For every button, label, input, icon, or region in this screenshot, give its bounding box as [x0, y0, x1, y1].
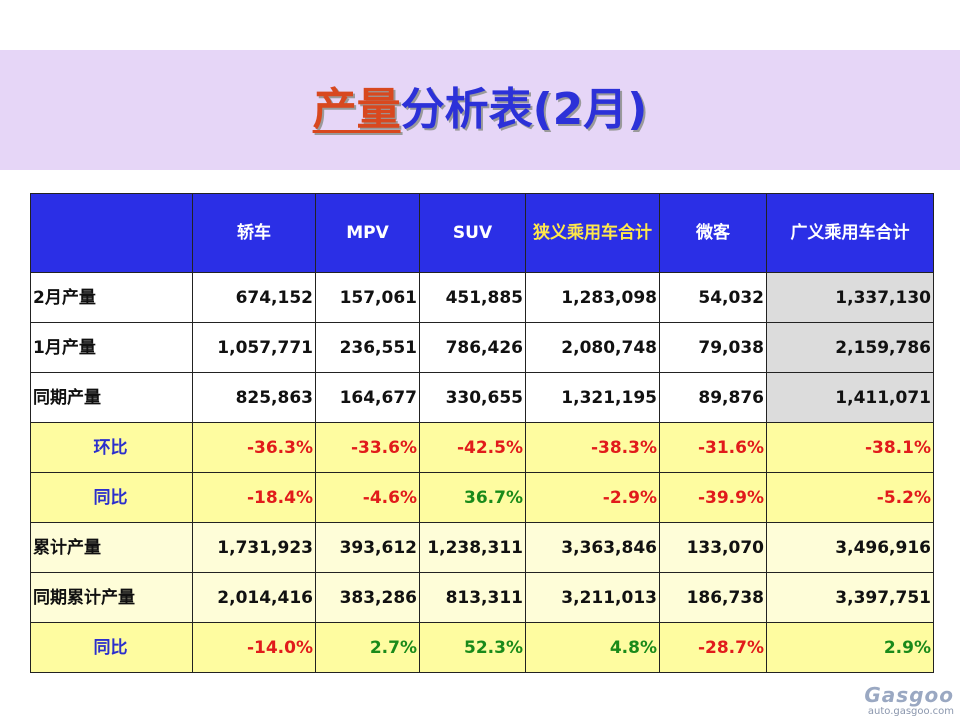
table-cell: -18.4%: [192, 472, 316, 523]
table-cell: -5.2%: [766, 472, 934, 523]
table-cell: 89,876: [659, 372, 767, 423]
table-cell: 236,551: [315, 322, 420, 373]
table-cell: 52.3%: [419, 622, 526, 673]
row-label: 同期产量: [30, 372, 193, 423]
table-cell: -39.9%: [659, 472, 767, 523]
table-cell: 3,211,013: [525, 572, 660, 623]
table-cell: 36.7%: [419, 472, 526, 523]
row-label: 1月产量: [30, 322, 193, 373]
table-cell: 1,411,071: [766, 372, 934, 423]
table-cell: 157,061: [315, 272, 420, 323]
table-row: 同期产量 825,863 164,677 330,655 1,321,195 89,876…: [30, 372, 934, 423]
table-cell: 79,038: [659, 322, 767, 373]
header-corner: [30, 193, 193, 273]
table-cell: 2.9%: [766, 622, 934, 673]
table-cell: -36.3%: [192, 422, 316, 473]
table-cell: 330,655: [419, 372, 526, 423]
row-label: 环比: [30, 422, 193, 473]
row-label: 同期累计产量: [30, 572, 193, 623]
table-cell: -33.6%: [315, 422, 420, 473]
title-band: [0, 50, 960, 170]
table-cell: 186,738: [659, 572, 767, 623]
watermark: Gasgoo auto.gasgoo.com: [864, 684, 954, 718]
table-cell: -42.5%: [419, 422, 526, 473]
row-label: 同比: [30, 472, 193, 523]
row-label: 2月产量: [30, 272, 193, 323]
table-cell: 383,286: [315, 572, 420, 623]
table-cell: 3,363,846: [525, 522, 660, 573]
table-cell: 2,014,416: [192, 572, 316, 623]
table-cell: 1,238,311: [419, 522, 526, 573]
table-cell: 54,032: [659, 272, 767, 323]
watermark-url: auto.gasgoo.com: [867, 706, 954, 717]
column-header: 狭义乘用车合计: [525, 193, 660, 273]
table-header-row: 轿车 MPV SUV 狭义乘用车合计 微客 广义乘用车合计: [30, 193, 934, 273]
table-row: 2月产量 674,152 157,061 451,885 1,283,098 54,032…: [30, 272, 934, 323]
table-cell: 825,863: [192, 372, 316, 423]
table-row: 同比 -18.4% -4.6% 36.7% -2.9% -39.9% -5.2%: [30, 472, 934, 523]
table-cell: 1,731,923: [192, 522, 316, 573]
table-body: 2月产量 674,152 157,061 451,885 1,283,098 54,032…: [30, 272, 934, 673]
page-title: 产量分析表(2月): [0, 82, 960, 138]
table-cell: 393,612: [315, 522, 420, 573]
table-cell: -2.9%: [525, 472, 660, 523]
table-cell: 164,677: [315, 372, 420, 423]
row-label: 累计产量: [30, 522, 193, 573]
watermark-logo: Gasgoo: [864, 683, 954, 707]
table-row: 同期累计产量 2,014,416 383,286 813,311 3,211,013 18…: [30, 572, 934, 623]
table-cell: 2,159,786: [766, 322, 934, 373]
production-table: 轿车 MPV SUV 狭义乘用车合计 微客 广义乘用车合计 2月产量 674,152 157,…: [30, 193, 934, 673]
table-row: 同比 -14.0% 2.7% 52.3% 4.8% -28.7% 2.9%: [30, 622, 934, 673]
column-header: 微客: [659, 193, 767, 273]
table-cell: -38.1%: [766, 422, 934, 473]
table-cell: 3,397,751: [766, 572, 934, 623]
table-cell: 2.7%: [315, 622, 420, 673]
column-header: MPV: [315, 193, 420, 273]
table-cell: -31.6%: [659, 422, 767, 473]
table-cell: -28.7%: [659, 622, 767, 673]
table-cell: 451,885: [419, 272, 526, 323]
table-cell: 1,337,130: [766, 272, 934, 323]
table-row: 环比 -36.3% -33.6% -42.5% -38.3% -31.6% -38.1%: [30, 422, 934, 473]
table-cell: 674,152: [192, 272, 316, 323]
table-row: 1月产量 1,057,771 236,551 786,426 2,080,748 79,0…: [30, 322, 934, 373]
table-cell: 3,496,916: [766, 522, 934, 573]
table-cell: 2,080,748: [525, 322, 660, 373]
table-cell: 813,311: [419, 572, 526, 623]
table-cell: 786,426: [419, 322, 526, 373]
title-part-1: 产量: [312, 84, 401, 135]
table-cell: 4.8%: [525, 622, 660, 673]
table-cell: 1,057,771: [192, 322, 316, 373]
column-header: 广义乘用车合计: [766, 193, 934, 273]
row-label: 同比: [30, 622, 193, 673]
title-part-2: 分析表(2月): [400, 84, 648, 135]
table-cell: 1,283,098: [525, 272, 660, 323]
table-cell: 133,070: [659, 522, 767, 573]
table-cell: -38.3%: [525, 422, 660, 473]
table-cell: -14.0%: [192, 622, 316, 673]
table-row: 累计产量 1,731,923 393,612 1,238,311 3,363,846 13…: [30, 522, 934, 573]
table-cell: -4.6%: [315, 472, 420, 523]
column-header: 轿车: [192, 193, 316, 273]
column-header: SUV: [419, 193, 526, 273]
table-cell: 1,321,195: [525, 372, 660, 423]
